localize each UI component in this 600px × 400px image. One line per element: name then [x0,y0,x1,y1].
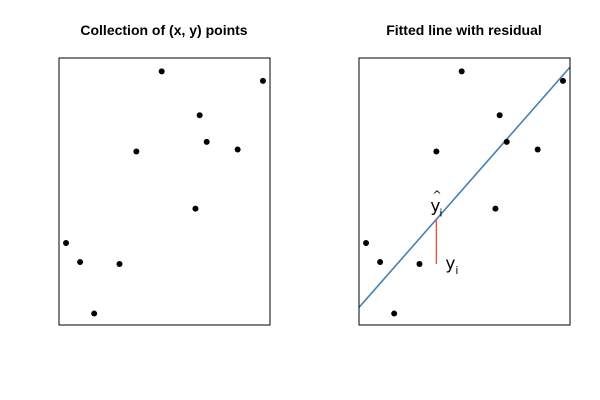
points-scatter [63,68,266,317]
scatter-point-3 [91,310,98,317]
fitted-point-2 [377,259,384,266]
fitted-point-6 [458,68,465,75]
panel-scatter: Collection of (x, y) points [58,22,271,326]
scatter-point-5 [133,148,140,155]
label-fitted-value: y ^ i [430,188,442,219]
fitted-point-5 [433,148,440,155]
fitted-point-7 [492,205,499,212]
fitted-point-1 [363,239,370,246]
fitted-point-4 [416,260,423,267]
fitted-point-9 [503,138,510,145]
fitted-point-11 [559,77,566,84]
plot-frame-fitted [358,57,571,326]
fitted-point-3 [391,310,398,317]
label-fitted-y: y [430,196,440,216]
scatter-point-7 [192,205,199,212]
label-fitted-hat: ^ [432,188,441,201]
points-fitted [363,68,566,317]
fitted-line [359,66,570,308]
panel-title-scatter: Collection of (x, y) points [80,22,247,38]
label-observed-y: y [445,254,455,274]
label-observed-value: y i [445,254,458,277]
panel-fitted: Fitted line with residual y ^ i y i [358,22,571,326]
fitted-point-8 [496,112,503,119]
label-fitted-subscript: i [439,206,442,219]
scatter-point-10 [234,146,241,153]
label-observed-subscript: i [455,264,458,277]
plot-frame-scatter [58,57,271,326]
scatter-point-1 [63,239,70,246]
scatter-point-9 [203,138,210,145]
scatter-point-2 [77,259,84,266]
scatter-point-6 [158,68,165,75]
scatter-point-4 [116,260,123,267]
scatter-point-11 [259,77,266,84]
scatter-point-8 [196,112,203,119]
panel-title-fitted: Fitted line with residual [386,22,542,38]
fitted-point-10 [534,146,541,153]
